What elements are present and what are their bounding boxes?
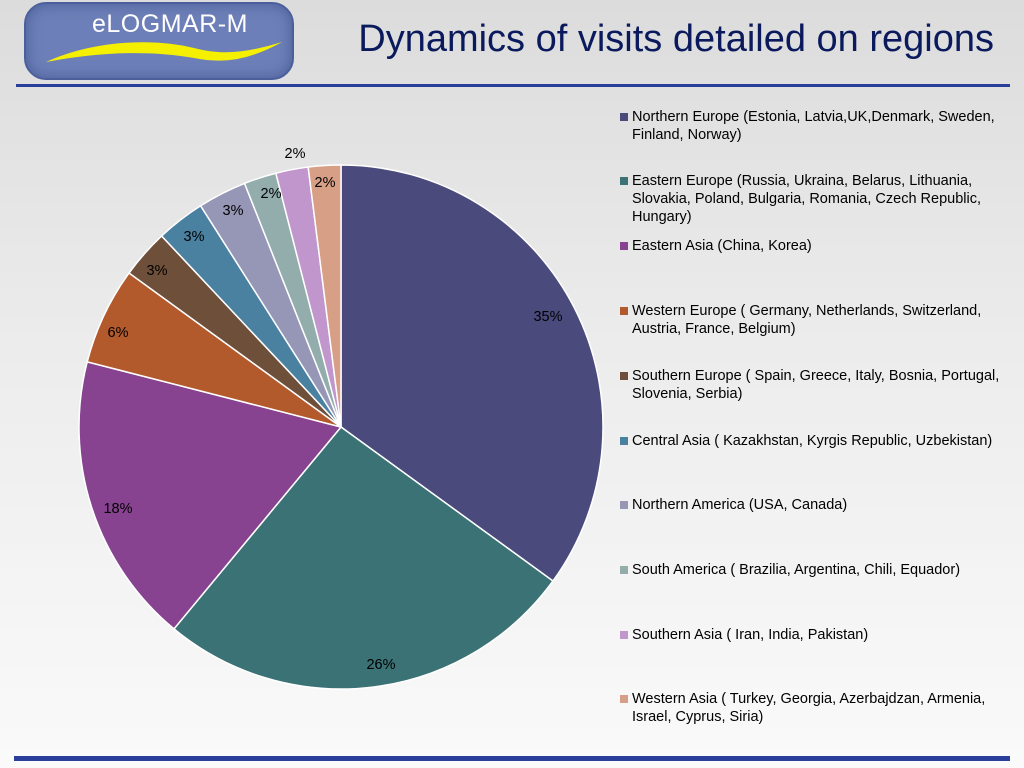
slide-title: Dynamics of visits detailed on regions <box>358 18 994 60</box>
legend-swatch-9 <box>620 695 628 703</box>
slice-data-label-8: 2% <box>315 175 336 191</box>
legend-item-0: Northern Europe (Estonia, Latvia,UK,Denm… <box>620 108 1010 144</box>
legend-swatch-0 <box>620 113 628 121</box>
legend-item-7: South America ( Brazilia, Argentina, Chi… <box>620 561 1010 579</box>
slice-data-label-2: 18% <box>103 501 132 517</box>
header-divider <box>16 84 1010 87</box>
slice-data-label-1: 26% <box>366 657 395 673</box>
legend-label-6: Northern America (USA, Canada) <box>632 497 848 513</box>
legend-label-3: Western Europe ( Germany, Netherlands, S… <box>632 303 982 337</box>
legend-swatch-6 <box>620 501 628 509</box>
legend-label-9: Western Asia ( Turkey, Georgia, Azerbajd… <box>632 691 986 725</box>
legend-swatch-7 <box>620 566 628 574</box>
slice-data-label-0: 35% <box>533 309 562 325</box>
pie-chart: 35% 26% 18% 6% 3% 3% 3% 2% 2% 2% <box>78 146 604 690</box>
legend-label-7: South America ( Brazilia, Argentina, Chi… <box>632 562 961 578</box>
legend-label-4: Southern Europe ( Spain, Greece, Italy, … <box>632 368 1000 402</box>
logo: eLOGMAR-M <box>24 2 294 80</box>
slice-data-label-6: 3% <box>223 203 244 219</box>
legend-item-1: Eastern Europe (Russia, Ukraina, Belarus… <box>620 172 1010 226</box>
pie-slice-2 <box>78 360 343 630</box>
legend-label-0: Northern Europe (Estonia, Latvia,UK,Denm… <box>632 109 995 143</box>
pie-slice-0 <box>340 164 604 583</box>
legend-swatch-3 <box>620 307 628 315</box>
legend-label-8: Southern Asia ( Iran, India, Pakistan) <box>632 627 869 643</box>
legend-item-6: Northern America (USA, Canada) <box>620 496 1010 514</box>
legend-label-5: Central Asia ( Kazakhstan, Kyrgis Republ… <box>632 433 993 449</box>
chart-legend: Northern Europe (Estonia, Latvia,UK,Denm… <box>620 90 1010 740</box>
legend-swatch-5 <box>620 437 628 445</box>
pie-slice-1 <box>172 425 555 690</box>
legend-item-3: Western Europe ( Germany, Netherlands, S… <box>620 302 1010 338</box>
legend-swatch-2 <box>620 242 628 250</box>
logo-text: eLOGMAR-M <box>92 10 248 38</box>
legend-item-4: Southern Europe ( Spain, Greece, Italy, … <box>620 367 1010 403</box>
legend-swatch-8 <box>620 631 628 639</box>
slice-data-label-9: 2% <box>285 146 306 162</box>
legend-swatch-1 <box>620 177 628 185</box>
legend-label-1: Eastern Europe (Russia, Ukraina, Belarus… <box>632 173 981 225</box>
slice-data-label-5: 3% <box>184 229 205 245</box>
legend-swatch-4 <box>620 372 628 380</box>
slice-data-label-4: 3% <box>147 263 168 279</box>
legend-item-5: Central Asia ( Kazakhstan, Kyrgis Republ… <box>620 432 1010 450</box>
legend-label-2: Eastern Asia (China, Korea) <box>632 238 812 254</box>
pie-slice-9 <box>307 164 342 428</box>
legend-item-2: Eastern Asia (China, Korea) <box>620 237 1010 255</box>
slice-data-label-7: 2% <box>261 186 282 202</box>
logo-swoosh <box>46 42 282 62</box>
slice-data-label-3: 6% <box>108 325 129 341</box>
legend-item-9: Western Asia ( Turkey, Georgia, Azerbajd… <box>620 690 1010 726</box>
legend-item-8: Southern Asia ( Iran, India, Pakistan) <box>620 626 1010 644</box>
footer-divider <box>14 756 1010 761</box>
